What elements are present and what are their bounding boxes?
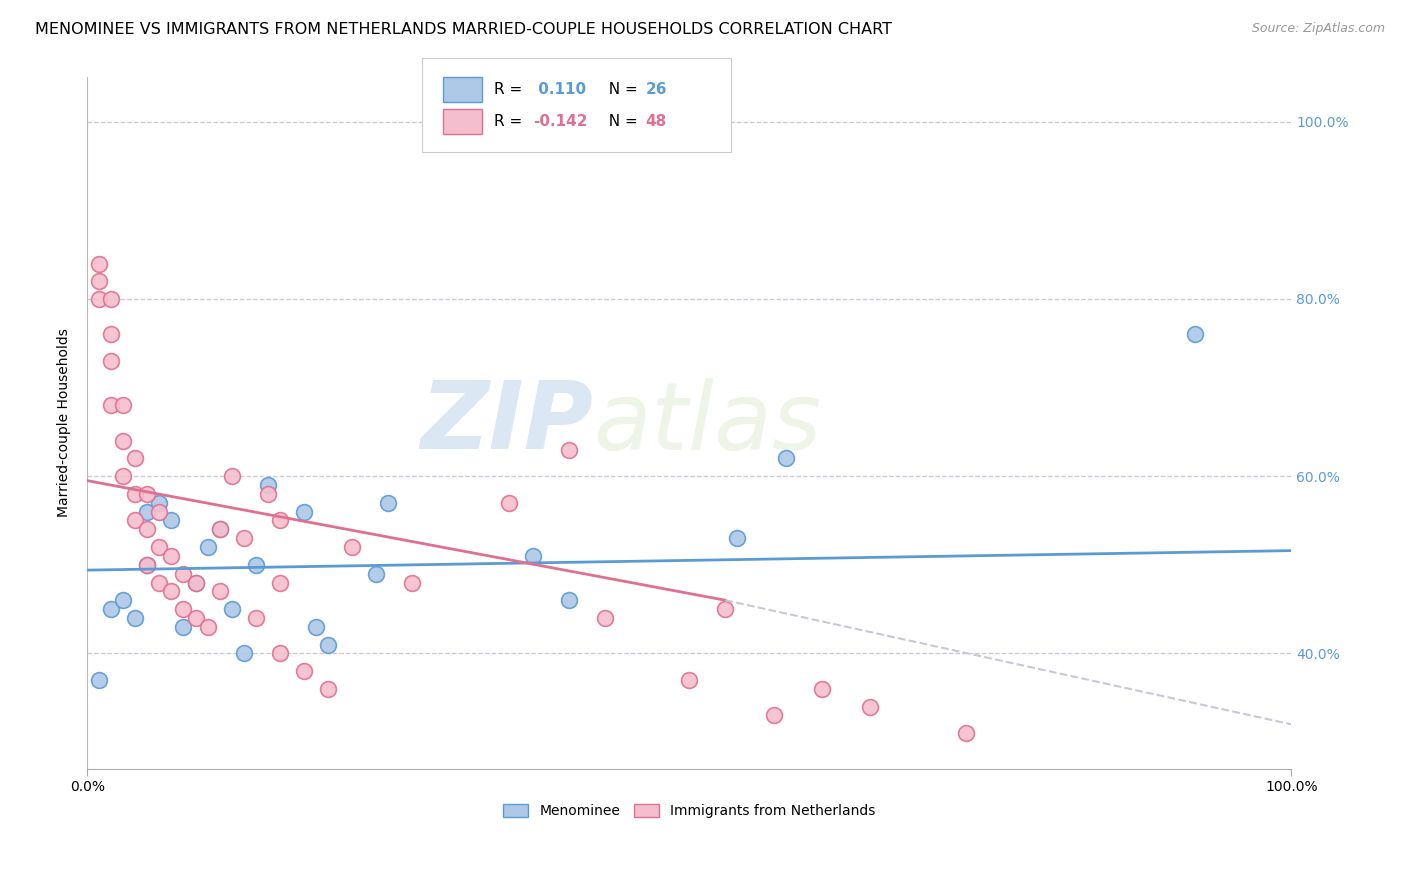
Point	[197, 620, 219, 634]
Point	[89, 673, 111, 687]
Point	[1184, 327, 1206, 342]
Point	[245, 558, 267, 572]
Point	[366, 566, 388, 581]
Point	[221, 469, 243, 483]
Point	[184, 575, 207, 590]
Point	[160, 549, 183, 563]
Point	[184, 611, 207, 625]
Point	[136, 558, 159, 572]
Point	[292, 664, 315, 678]
Point	[256, 478, 278, 492]
Text: N =: N =	[599, 82, 643, 97]
Y-axis label: Married-couple Households: Married-couple Households	[58, 328, 72, 517]
Point	[112, 593, 135, 607]
Point	[148, 496, 170, 510]
Point	[100, 602, 122, 616]
Point	[148, 540, 170, 554]
Point	[316, 638, 339, 652]
Text: 48: 48	[645, 114, 666, 129]
Point	[136, 522, 159, 536]
Point	[208, 584, 231, 599]
Point	[89, 274, 111, 288]
Point	[558, 442, 581, 457]
Point	[714, 602, 737, 616]
Text: R =: R =	[494, 82, 527, 97]
Point	[340, 540, 363, 554]
Point	[136, 558, 159, 572]
Point	[100, 327, 122, 342]
Text: atlas: atlas	[593, 377, 821, 468]
Legend: Menominee, Immigrants from Netherlands: Menominee, Immigrants from Netherlands	[498, 798, 882, 824]
Text: N =: N =	[599, 114, 643, 129]
Point	[112, 469, 135, 483]
Point	[269, 514, 291, 528]
Text: 26: 26	[645, 82, 666, 97]
Point	[775, 451, 797, 466]
Point	[955, 726, 977, 740]
Point	[100, 354, 122, 368]
Point	[232, 647, 254, 661]
Point	[762, 708, 785, 723]
Point	[810, 681, 832, 696]
Point	[100, 398, 122, 412]
Point	[148, 505, 170, 519]
Point	[112, 434, 135, 448]
Point	[558, 593, 581, 607]
Point	[160, 584, 183, 599]
Point	[232, 531, 254, 545]
Point	[401, 575, 423, 590]
Point	[269, 647, 291, 661]
Point	[100, 292, 122, 306]
Point	[316, 681, 339, 696]
Point	[593, 611, 616, 625]
Text: ZIP: ZIP	[420, 377, 593, 469]
Text: 0.110: 0.110	[533, 82, 586, 97]
Text: Source: ZipAtlas.com: Source: ZipAtlas.com	[1251, 22, 1385, 36]
Text: -0.142: -0.142	[533, 114, 588, 129]
Point	[197, 540, 219, 554]
Point	[148, 575, 170, 590]
Point	[292, 505, 315, 519]
Point	[173, 620, 195, 634]
Point	[725, 531, 748, 545]
Point	[160, 514, 183, 528]
Point	[173, 602, 195, 616]
Point	[221, 602, 243, 616]
Point	[269, 575, 291, 590]
Point	[173, 566, 195, 581]
Point	[89, 292, 111, 306]
Point	[124, 514, 146, 528]
Point	[124, 487, 146, 501]
Point	[112, 398, 135, 412]
Point	[89, 256, 111, 270]
Point	[498, 496, 520, 510]
Point	[678, 673, 700, 687]
Point	[124, 451, 146, 466]
Point	[245, 611, 267, 625]
Point	[184, 575, 207, 590]
Point	[136, 487, 159, 501]
Text: R =: R =	[494, 114, 527, 129]
Point	[377, 496, 399, 510]
Point	[522, 549, 544, 563]
Point	[136, 505, 159, 519]
Point	[208, 522, 231, 536]
Point	[859, 699, 882, 714]
Point	[208, 522, 231, 536]
Point	[124, 611, 146, 625]
Point	[256, 487, 278, 501]
Text: MENOMINEE VS IMMIGRANTS FROM NETHERLANDS MARRIED-COUPLE HOUSEHOLDS CORRELATION C: MENOMINEE VS IMMIGRANTS FROM NETHERLANDS…	[35, 22, 893, 37]
Point	[305, 620, 328, 634]
